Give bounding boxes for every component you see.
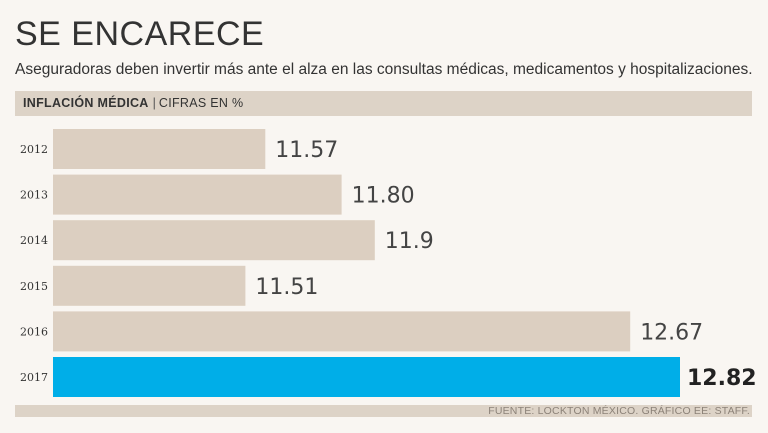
bar-2012 [53, 129, 266, 169]
bar-2014 [53, 220, 375, 261]
y-tick-2012: 2012 [20, 143, 48, 156]
y-tick-2016: 2016 [20, 325, 48, 338]
source-note: FUENTE: LOCKTON MÉXICO. GRÁFICO EE: STAF… [488, 405, 750, 417]
bar-2013 [53, 174, 342, 215]
chart-subtitle: Aseguradoras deben invertir más ante el … [15, 61, 753, 78]
y-tick-2015: 2015 [20, 280, 48, 293]
bar-2017 [53, 357, 680, 397]
chart-header: INFLACIÓN MÉDICA | CIFRAS EN % [23, 96, 243, 111]
data-label-2012: 11.57 [275, 138, 338, 163]
bar-2016 [53, 311, 631, 352]
footer-band: FUENTE: LOCKTON MÉXICO. GRÁFICO EE: STAF… [15, 405, 752, 417]
y-tick-2013: 2013 [20, 189, 48, 202]
header-unit: CIFRAS EN % [158, 96, 244, 110]
header-separator: | [152, 96, 156, 110]
bar-2015 [53, 265, 246, 306]
y-tick-2014: 2014 [20, 234, 48, 247]
data-label-2013: 11.80 [352, 184, 415, 209]
data-label-2017: 12.82 [687, 366, 757, 391]
chart-header-band: INFLACIÓN MÉDICA | CIFRAS EN % [15, 91, 752, 116]
chart-title: SE ENCARECE [15, 15, 265, 53]
header-label: INFLACIÓN MÉDICA [23, 96, 149, 110]
data-label-2015: 11.51 [255, 275, 318, 300]
data-label-2014: 11.9 [385, 229, 434, 254]
data-label-2016: 12.67 [640, 320, 703, 345]
y-tick-2017: 2017 [20, 371, 48, 384]
